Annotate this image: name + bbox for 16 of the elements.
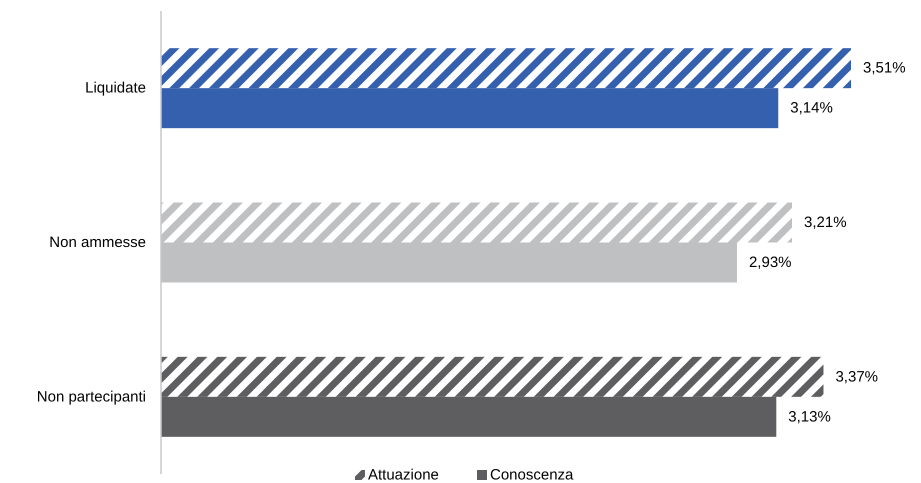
y-tick-label: Non partecipanti (36, 388, 146, 406)
legend-label: Attuazione (368, 466, 439, 483)
bar (161, 396, 776, 437)
data-label: 2,93% (748, 254, 792, 271)
data-label: 3,13% (788, 408, 831, 426)
data-label: 3,51% (863, 60, 906, 77)
legend-label: Conoscenza (490, 466, 574, 483)
bar (161, 202, 792, 242)
data-label: 3,21% (804, 214, 847, 231)
data-label: 3,37% (835, 368, 878, 386)
data-label: 3,14% (790, 100, 833, 117)
bar (161, 356, 824, 397)
y-tick-label: Non ammesse (49, 234, 146, 251)
bar (161, 88, 778, 128)
bar (161, 48, 851, 88)
y-tick-label: Liquidate (85, 80, 146, 97)
